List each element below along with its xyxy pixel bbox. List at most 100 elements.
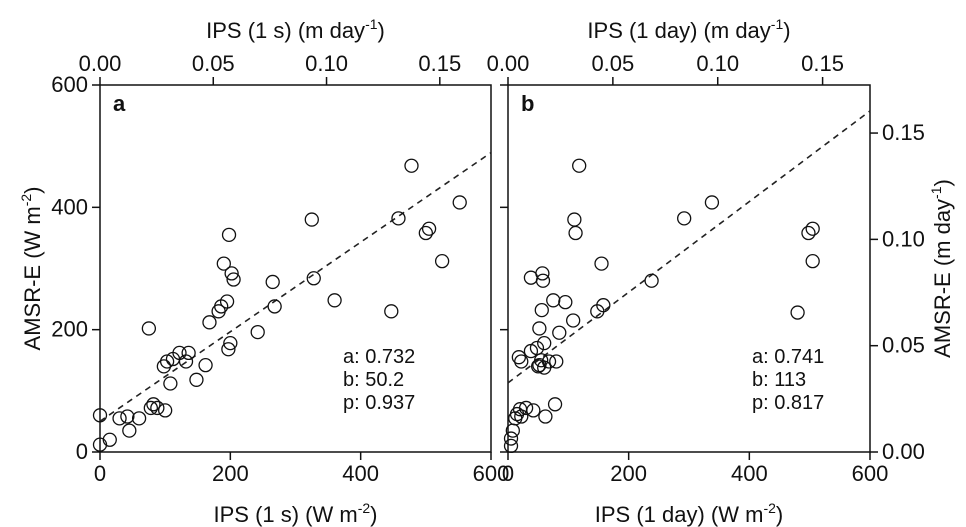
data-point xyxy=(92,408,108,423)
x-tick-label: 200 xyxy=(212,461,249,486)
x2-tick-label: 0.00 xyxy=(487,51,530,76)
data-point xyxy=(418,225,433,241)
data-point xyxy=(250,324,265,340)
data-point xyxy=(572,158,587,173)
data-point xyxy=(526,403,541,418)
data-point xyxy=(644,273,659,288)
data-point xyxy=(146,397,161,412)
data-point xyxy=(267,299,282,314)
data-point xyxy=(567,212,582,227)
data-point xyxy=(226,272,241,287)
data-point xyxy=(120,409,135,424)
stat-b: b: 113 xyxy=(752,369,806,391)
data-point xyxy=(202,315,217,330)
data-point xyxy=(552,325,567,340)
data-point xyxy=(122,423,137,438)
y2-axis-title: AMSR-E (m day-1) xyxy=(928,179,955,358)
data-point xyxy=(503,431,519,446)
data-point xyxy=(532,321,547,336)
data-point xyxy=(223,335,238,351)
stat-p: p: 0.817 xyxy=(752,392,824,414)
data-point xyxy=(141,321,157,336)
data-point xyxy=(434,254,450,269)
data-point xyxy=(549,354,564,369)
data-point xyxy=(404,158,419,173)
data-point xyxy=(558,294,573,310)
data-point xyxy=(514,409,529,424)
y-tick-label: 200 xyxy=(51,317,88,342)
plot-frame xyxy=(99,84,492,453)
data-point xyxy=(534,302,549,318)
x2-tick-label: 0.15 xyxy=(801,51,844,76)
y-tick-label: 600 xyxy=(51,72,88,97)
data-point xyxy=(421,221,437,236)
data-point xyxy=(538,409,553,424)
data-point xyxy=(131,411,147,426)
data-point xyxy=(801,225,816,241)
y-tick-label: 400 xyxy=(51,194,88,219)
fit-line xyxy=(507,110,871,384)
fit-line xyxy=(99,151,492,422)
data-point xyxy=(143,400,158,416)
x-tick-label: 0 xyxy=(502,461,514,486)
x-tick-label: 600 xyxy=(473,461,510,486)
data-point xyxy=(535,266,550,281)
data-point xyxy=(150,400,165,416)
x2-tick-label: 0.00 xyxy=(79,51,122,76)
data-point xyxy=(541,354,557,369)
panel-label: b xyxy=(521,91,534,116)
data-point xyxy=(514,354,529,369)
data-point xyxy=(265,274,280,290)
data-point xyxy=(596,298,611,313)
x2-tick-label: 0.10 xyxy=(696,51,739,76)
data-point xyxy=(503,438,519,454)
data-point xyxy=(189,372,204,387)
data-point xyxy=(535,273,551,288)
data-point xyxy=(219,294,235,309)
x-tick-label: 0 xyxy=(94,461,106,486)
x-tick-label: 600 xyxy=(852,461,889,486)
data-point xyxy=(112,411,127,426)
y2-tick-label: 0.15 xyxy=(882,120,925,145)
x2-axis-title: IPS (1 day) (m day-1) xyxy=(587,16,790,43)
x2-tick-label: 0.10 xyxy=(305,51,348,76)
data-point xyxy=(181,345,196,361)
data-point xyxy=(224,266,239,281)
data-point xyxy=(534,353,549,368)
data-point xyxy=(594,256,609,271)
data-point xyxy=(306,271,321,286)
x2-axis-title: IPS (1 s) (m day-1) xyxy=(206,16,385,43)
data-point xyxy=(198,357,213,373)
data-point xyxy=(537,335,552,351)
data-point xyxy=(547,397,563,412)
data-point xyxy=(546,293,561,308)
data-point xyxy=(391,211,406,226)
data-point xyxy=(221,342,236,357)
y-axis-title: AMSR-E (W m-2) xyxy=(18,187,45,351)
data-point xyxy=(518,400,534,416)
x-tick-label: 400 xyxy=(731,461,768,486)
data-point xyxy=(102,432,117,447)
data-point xyxy=(327,293,342,308)
data-point xyxy=(704,195,720,210)
y2-tick-label: 0.10 xyxy=(882,226,925,251)
data-point xyxy=(805,221,820,236)
x-tick-label: 200 xyxy=(610,461,647,486)
data-point xyxy=(178,354,194,369)
data-point xyxy=(304,212,319,227)
data-point xyxy=(158,403,173,418)
data-point xyxy=(216,256,231,271)
x-axis-title: IPS (1 s) (W m-2) xyxy=(214,500,378,527)
data-point xyxy=(568,225,583,241)
x2-tick-label: 0.05 xyxy=(192,51,235,76)
stat-a: a: 0.741 xyxy=(752,346,824,368)
panel-label: a xyxy=(113,91,126,116)
y2-tick-label: 0.00 xyxy=(882,439,925,464)
x2-tick-label: 0.05 xyxy=(591,51,634,76)
x-axis-title: IPS (1 day) (W m-2) xyxy=(595,500,783,527)
data-point xyxy=(805,254,820,269)
data-point xyxy=(384,304,399,319)
